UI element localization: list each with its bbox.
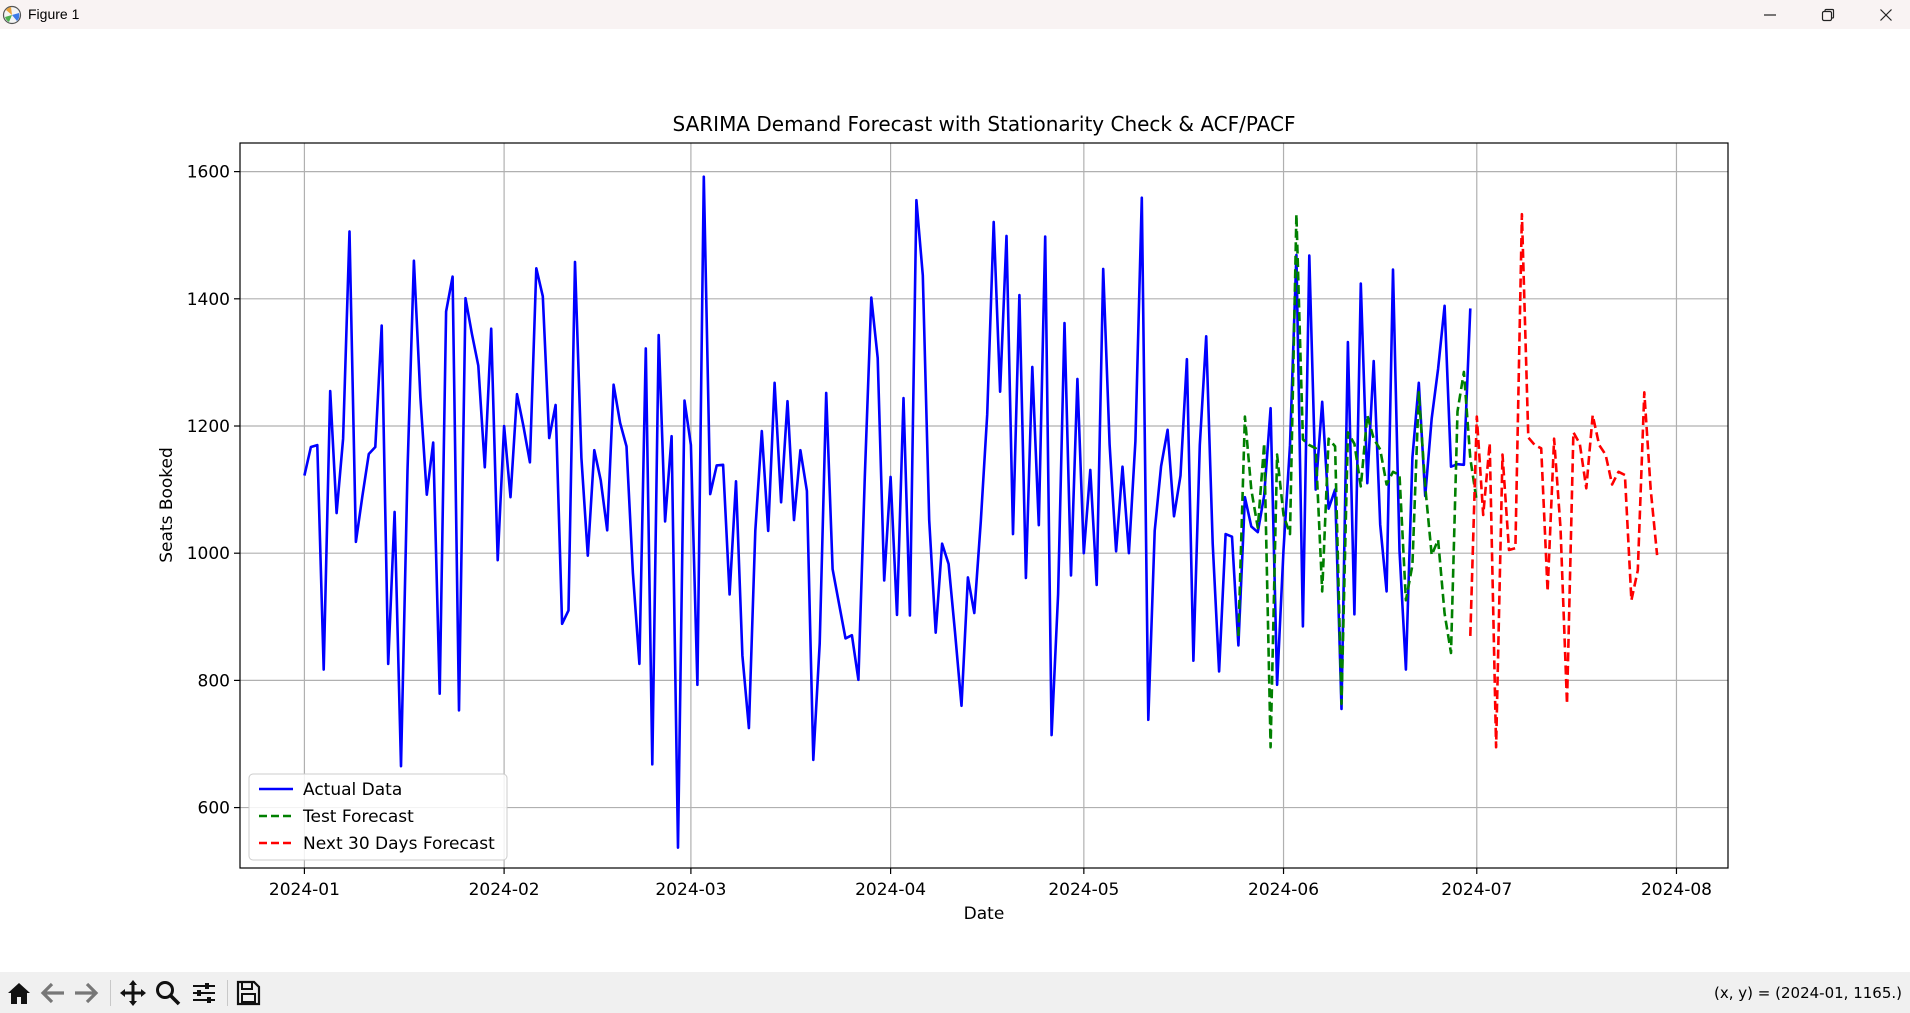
y-tick-label: 1400 — [187, 290, 230, 310]
cursor-coordinates: (x, y) = (2024-01, 1165.) — [1714, 984, 1902, 1002]
x-tick-label: 2024-07 — [1441, 880, 1512, 900]
forward-button[interactable] — [69, 976, 103, 1010]
pan-icon — [120, 980, 146, 1006]
series-line-actual-data — [303, 175, 1472, 849]
back-button[interactable] — [36, 976, 70, 1010]
window-titlebar: Figure 1 — [0, 0, 1910, 29]
close-button[interactable] — [1858, 0, 1910, 29]
axis-ticks: 2024-01 2024-02 2024-03 2024-04 2024-05 2024-… — [187, 163, 1712, 900]
back-arrow-icon — [40, 982, 64, 1004]
legend: Actual Data Test Forecast Next 30 Days F… — [248, 773, 508, 861]
restore-button[interactable] — [1800, 0, 1856, 29]
restore-icon — [1821, 8, 1835, 21]
x-tick-label: 2024-05 — [1048, 880, 1119, 900]
y-tick-label: 1600 — [187, 163, 230, 183]
chart-title: SARIMA Demand Forecast with Stationarity… — [673, 112, 1296, 136]
x-tick-label: 2024-01 — [269, 880, 340, 900]
zoom-button[interactable] — [151, 976, 185, 1010]
x-tick-label: 2024-02 — [469, 880, 540, 900]
home-icon — [8, 983, 30, 1004]
y-axis-label: Seats Booked — [157, 447, 177, 563]
toolbar-separator — [110, 980, 111, 1006]
home-button[interactable] — [2, 976, 36, 1010]
minimize-icon — [1764, 13, 1776, 16]
plot-frame — [239, 142, 1729, 869]
window-title: Figure 1 — [28, 6, 80, 22]
minimize-button[interactable] — [1742, 0, 1798, 29]
figure-canvas[interactable]: 2024-01 2024-02 2024-03 2024-04 2024-05 2024-… — [0, 29, 1910, 972]
series-lines — [303, 175, 1659, 849]
pan-button[interactable] — [116, 976, 150, 1010]
save-button[interactable] — [231, 976, 265, 1010]
series-line-next-30-days-forecast — [1469, 212, 1659, 749]
legend-entry-actual: Actual Data — [259, 780, 402, 800]
series-line-test-forecast — [1237, 212, 1479, 749]
x-tick-label: 2024-08 — [1641, 880, 1712, 900]
legend-box — [248, 773, 508, 861]
app-icon — [2, 5, 22, 25]
forward-arrow-icon — [75, 982, 99, 1004]
navigation-toolbar: (x, y) = (2024-01, 1165.) — [0, 972, 1910, 1013]
y-tick-label: 600 — [198, 799, 230, 819]
legend-entry-next30: Next 30 Days Forecast — [259, 834, 495, 854]
y-tick-label: 1000 — [187, 544, 230, 564]
x-tick-label: 2024-06 — [1248, 880, 1319, 900]
legend-label-actual: Actual Data — [303, 780, 402, 800]
x-axis-label: Date — [964, 904, 1005, 924]
y-tick-label: 1200 — [187, 417, 230, 437]
x-tick-label: 2024-04 — [855, 880, 926, 900]
close-icon — [1880, 8, 1892, 21]
grid-lines — [240, 143, 1728, 868]
legend-entry-test: Test Forecast — [259, 807, 414, 827]
chart: 2024-01 2024-02 2024-03 2024-04 2024-05 2024-… — [157, 112, 1729, 924]
configure-subplots-icon — [193, 983, 215, 1003]
x-tick-label: 2024-03 — [655, 880, 726, 900]
legend-label-test: Test Forecast — [302, 807, 414, 827]
save-icon — [236, 980, 261, 1006]
legend-label-next30: Next 30 Days Forecast — [303, 834, 495, 854]
toolbar-separator — [227, 980, 228, 1006]
configure-subplots-button[interactable] — [187, 976, 221, 1010]
y-tick-label: 800 — [198, 671, 230, 691]
zoom-icon — [156, 981, 181, 1006]
